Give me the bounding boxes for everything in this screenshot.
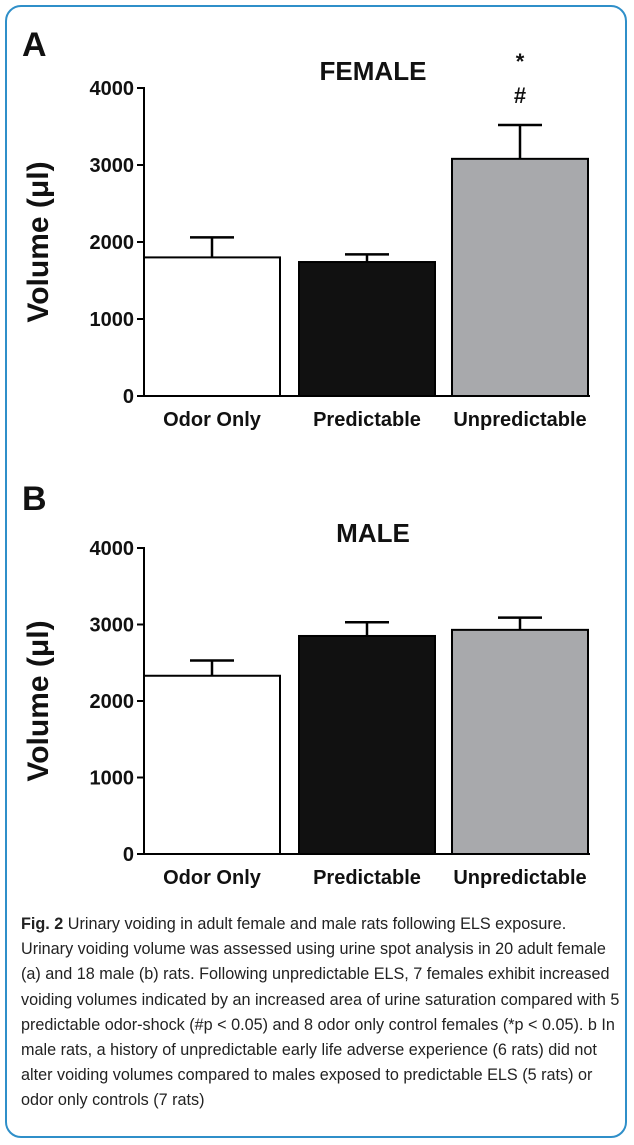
chart-title: FEMALE [320, 56, 427, 86]
panel-label: A [22, 26, 47, 64]
bar-unpredictable [451, 628, 589, 855]
y-tick-label: 2000 [90, 691, 135, 713]
x-category-label: Predictable [313, 409, 421, 431]
male-volume-chart: B MALE Volume (μl) 0 1000 2000 3000 4000 Odor On… [22, 480, 590, 889]
x-category-label: Odor Only [163, 409, 262, 431]
y-tick-label: 4000 [90, 78, 135, 100]
bar-odor-only [143, 256, 281, 397]
y-tick-label: 0 [123, 386, 134, 408]
x-category-label: Unpredictable [453, 867, 586, 889]
significance-marker: * [516, 49, 525, 74]
chart-title: MALE [336, 518, 410, 548]
female-volume-chart: A FEMALE Volume (μl) 0 1000 2000 3000 4000 Odor … [22, 26, 590, 431]
y-tick-label: 1000 [90, 309, 135, 331]
figure-caption: Fig. 2 Urinary voiding in adult female a… [21, 912, 621, 1114]
y-tick-label: 3000 [90, 615, 135, 637]
y-axis-label: Volume (μl) [22, 161, 55, 322]
bar-predictable [298, 634, 436, 855]
panel-label: B [22, 480, 47, 518]
x-category-label: Predictable [313, 867, 421, 889]
x-category-label: Odor Only [163, 867, 262, 889]
bar-odor-only [143, 674, 281, 855]
significance-marker: # [514, 83, 526, 108]
bar-unpredictable [451, 157, 589, 397]
y-tick-label: 1000 [90, 768, 135, 790]
bar-predictable [298, 261, 436, 397]
y-tick-label: 2000 [90, 232, 135, 254]
y-tick-label: 4000 [90, 538, 135, 560]
caption-label: Fig. 2 [21, 915, 64, 933]
y-tick-label: 3000 [90, 155, 135, 177]
caption-text: Urinary voiding in adult female and male… [21, 915, 620, 1110]
y-axis-label: Volume (μl) [22, 620, 55, 781]
y-tick-label: 0 [123, 844, 134, 866]
x-category-label: Unpredictable [453, 409, 586, 431]
